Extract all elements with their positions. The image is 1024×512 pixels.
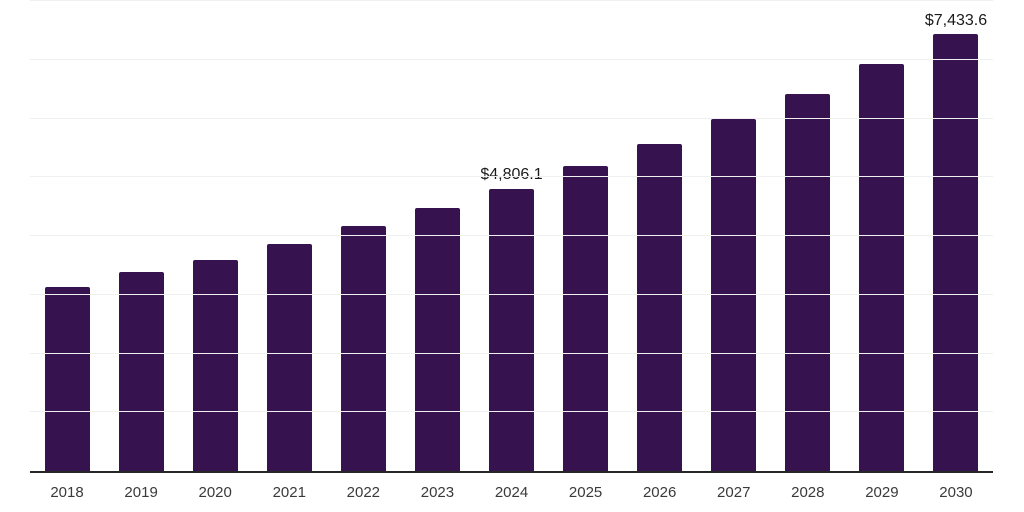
bar-2020 xyxy=(192,259,238,471)
gridline-1000 xyxy=(30,411,993,413)
gridline-3000 xyxy=(30,293,993,295)
x-tick-label-2029: 2029 xyxy=(865,484,899,501)
bar-2024: $4,806.1 xyxy=(480,166,543,471)
bar-2021 xyxy=(266,243,312,471)
x-tick-label-2025: 2025 xyxy=(568,484,603,501)
bar-slot-2022 xyxy=(326,1,400,471)
x-tick-label-2027: 2027 xyxy=(717,484,751,501)
x-tick-label-2019: 2019 xyxy=(124,484,158,501)
x-tick-label-2020: 2020 xyxy=(198,484,232,501)
gridline-2000 xyxy=(30,352,993,354)
gridline-7000 xyxy=(30,58,993,60)
bar-slot-2025 xyxy=(549,1,623,471)
x-tick-label-2021: 2021 xyxy=(272,484,306,501)
bar-2025 xyxy=(563,166,609,471)
bar-2022 xyxy=(340,226,386,471)
bar-2018 xyxy=(44,287,90,471)
bar-2026 xyxy=(637,143,683,471)
bar-slot-2019 xyxy=(104,1,178,471)
plot-area: $4,806.1 $7,433.6 xyxy=(30,0,993,473)
bar-slot-2024: $4,806.1 xyxy=(474,1,548,471)
x-tick-label-2026: 2026 xyxy=(642,484,677,501)
x-tick-label-2024: 2024 xyxy=(494,484,529,501)
bar-2019 xyxy=(118,272,164,471)
bar-slot-2028 xyxy=(771,1,845,471)
x-tick-label-2030: 2030 xyxy=(939,484,973,501)
bar-2030: $7,433.6 xyxy=(925,12,987,471)
bar-slot-2026 xyxy=(623,1,697,471)
gridline-6000 xyxy=(30,117,993,119)
gridline-8000 xyxy=(30,0,993,1)
gridline-5000 xyxy=(30,176,993,178)
bar-slot-2030: $7,433.6 xyxy=(919,1,993,471)
bar-2028 xyxy=(785,93,831,471)
x-tick-label-2018: 2018 xyxy=(50,484,84,501)
data-label-2030: $7,433.6 xyxy=(924,11,988,29)
x-tick-label-2022: 2022 xyxy=(346,484,381,501)
gridline-4000 xyxy=(30,235,993,236)
bar-2023 xyxy=(414,207,460,471)
bar-slot-2023 xyxy=(400,1,474,471)
bar-slot-2021 xyxy=(252,1,326,471)
bar-2027 xyxy=(711,119,757,471)
bars-container: $4,806.1 $7,433.6 xyxy=(30,1,993,471)
bar-slot-2029 xyxy=(845,1,919,471)
x-tick-label-2028: 2028 xyxy=(791,484,825,501)
bar-2029 xyxy=(859,64,905,471)
bar-slot-2020 xyxy=(178,1,252,471)
x-axis-labels: 2018 2019 2020 2021 2022 2023 2024 2025 2026 2027… xyxy=(30,483,993,503)
data-label-2024: $4,806.1 xyxy=(480,166,543,184)
bar-slot-2018 xyxy=(30,1,104,471)
bar-slot-2027 xyxy=(697,1,771,471)
x-tick-label-2023: 2023 xyxy=(420,484,455,501)
